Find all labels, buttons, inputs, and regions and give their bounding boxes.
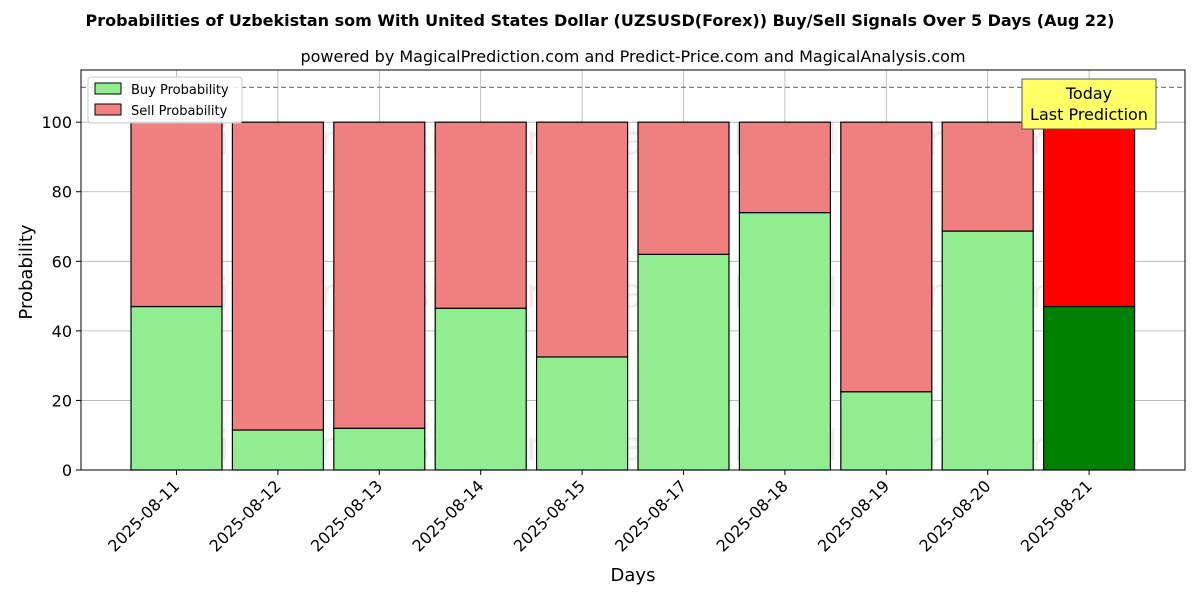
buy-bar xyxy=(231,429,324,471)
buy-bar xyxy=(434,307,527,471)
legend-box xyxy=(87,76,243,124)
y-tick-label: 40 xyxy=(52,322,72,341)
x-tick-label: 2025-08-19 xyxy=(814,476,893,555)
buy-bar xyxy=(535,356,629,471)
annotation-line2: Last Prediction xyxy=(1030,105,1148,124)
buy-bar xyxy=(1042,305,1136,471)
annotation-box xyxy=(1021,78,1157,130)
sell-bar xyxy=(535,121,629,358)
sell-bar xyxy=(231,121,324,431)
x-tick-label: 2025-08-13 xyxy=(307,476,386,555)
x-tick-label: 2025-08-11 xyxy=(104,476,183,555)
x-tick-label: 2025-08-20 xyxy=(915,476,994,555)
buy-bar xyxy=(738,212,832,471)
sell-bar xyxy=(434,121,527,309)
chart-title: Probabilities of Uzbekistan som With Uni… xyxy=(86,11,1115,30)
x-tick-label: 2025-08-14 xyxy=(408,476,487,555)
bar-layer xyxy=(81,86,1185,471)
chart-subtitle: powered by MagicalPrediction.com and Pre… xyxy=(300,47,965,66)
legend-swatch-buy xyxy=(94,82,122,95)
today-annotation: Today Last Prediction xyxy=(1021,78,1157,130)
annotation-line1: Today xyxy=(1065,84,1112,103)
x-axis-label: Days xyxy=(611,565,656,586)
sell-bar xyxy=(637,121,730,255)
sell-bar xyxy=(130,121,223,308)
y-tick-label: 80 xyxy=(52,183,72,202)
buy-bar xyxy=(130,305,223,471)
buy-bar xyxy=(333,427,426,471)
legend-label-buy: Buy Probability xyxy=(131,83,229,98)
legend-swatch-sell xyxy=(94,103,122,116)
sell-bar xyxy=(738,121,832,214)
x-tick-label: 2025-08-21 xyxy=(1017,476,1096,555)
buy-bar xyxy=(637,253,730,471)
sell-bar xyxy=(840,121,933,393)
sell-bar xyxy=(941,121,1034,232)
sell-bar xyxy=(1042,121,1136,308)
x-tick-label: 2025-08-18 xyxy=(713,476,792,555)
y-axis-label: Probability xyxy=(16,224,37,319)
legend: Buy Probability Sell Probability xyxy=(87,76,243,124)
buy-bar xyxy=(840,391,933,471)
y-tick-label: 100 xyxy=(41,113,72,132)
y-tick-label: 20 xyxy=(52,391,72,410)
plot-frame xyxy=(80,69,1186,471)
x-tick-label: 2025-08-17 xyxy=(611,476,690,555)
x-tick-label: 2025-08-12 xyxy=(206,476,285,555)
sell-bar xyxy=(333,121,426,429)
y-tick-label: 0 xyxy=(62,461,72,480)
legend-label-sell: Sell Probability xyxy=(131,104,228,119)
buy-bar xyxy=(941,230,1034,471)
y-tick-label: 60 xyxy=(52,252,72,271)
x-tick-label: 2025-08-15 xyxy=(510,476,589,555)
